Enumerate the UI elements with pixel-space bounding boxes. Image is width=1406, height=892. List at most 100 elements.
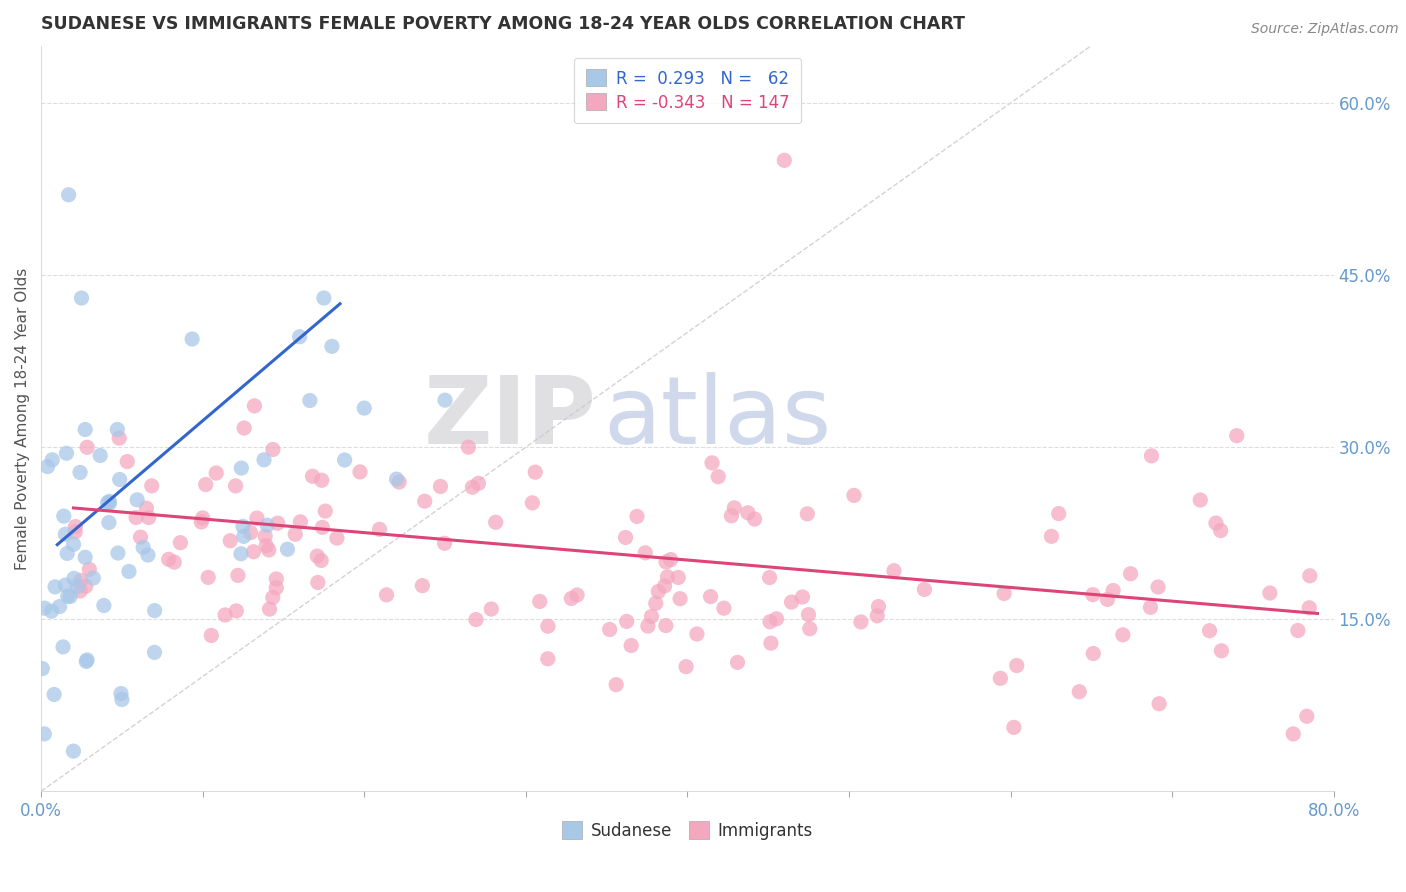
Point bbox=[993, 586, 1015, 600]
Point bbox=[65, 524, 87, 539]
Point bbox=[117, 454, 139, 468]
Point bbox=[457, 440, 479, 454]
Point bbox=[69, 584, 91, 599]
Point bbox=[713, 601, 735, 615]
Point bbox=[1295, 709, 1317, 723]
Point bbox=[264, 581, 287, 595]
Point bbox=[143, 604, 166, 618]
Point bbox=[311, 520, 333, 534]
Point bbox=[69, 466, 91, 480]
Point bbox=[720, 508, 742, 523]
Point bbox=[246, 511, 269, 525]
Point bbox=[1205, 516, 1227, 530]
Point bbox=[1002, 720, 1025, 734]
Point bbox=[1140, 449, 1163, 463]
Point bbox=[1102, 583, 1125, 598]
Point bbox=[232, 529, 254, 543]
Point bbox=[138, 510, 160, 524]
Point bbox=[657, 570, 679, 584]
Point bbox=[773, 153, 796, 168]
Point bbox=[626, 509, 648, 524]
Point bbox=[66, 579, 89, 593]
Point bbox=[284, 527, 307, 541]
Point bbox=[866, 608, 889, 623]
Point bbox=[143, 645, 166, 659]
Point bbox=[759, 636, 782, 650]
Point bbox=[465, 613, 488, 627]
Point bbox=[614, 531, 637, 545]
Point bbox=[55, 446, 77, 460]
Point bbox=[127, 492, 149, 507]
Point bbox=[58, 187, 80, 202]
Point bbox=[75, 550, 97, 565]
Point bbox=[108, 473, 131, 487]
Point bbox=[97, 496, 120, 510]
Point bbox=[1209, 524, 1232, 538]
Point bbox=[375, 588, 398, 602]
Point bbox=[479, 602, 502, 616]
Point bbox=[56, 589, 79, 603]
Point bbox=[686, 627, 709, 641]
Point bbox=[48, 599, 70, 614]
Point bbox=[298, 393, 321, 408]
Point bbox=[1081, 588, 1104, 602]
Point bbox=[1286, 624, 1309, 638]
Point bbox=[1282, 727, 1305, 741]
Point bbox=[253, 452, 276, 467]
Point bbox=[229, 547, 252, 561]
Point bbox=[118, 565, 141, 579]
Point bbox=[41, 604, 63, 618]
Point bbox=[53, 527, 76, 541]
Point bbox=[242, 545, 264, 559]
Legend: Sudanese, Immigrants: Sudanese, Immigrants bbox=[555, 814, 820, 847]
Point bbox=[349, 465, 371, 479]
Y-axis label: Female Poverty Among 18-24 Year Olds: Female Poverty Among 18-24 Year Olds bbox=[15, 268, 30, 570]
Point bbox=[37, 459, 59, 474]
Point bbox=[723, 500, 745, 515]
Point bbox=[93, 599, 115, 613]
Point bbox=[307, 549, 329, 563]
Point bbox=[214, 607, 236, 622]
Point bbox=[659, 552, 682, 566]
Point bbox=[1147, 580, 1170, 594]
Point bbox=[616, 615, 638, 629]
Point bbox=[42, 688, 65, 702]
Point bbox=[737, 506, 759, 520]
Point bbox=[311, 473, 333, 487]
Point bbox=[529, 594, 551, 608]
Point bbox=[1040, 529, 1063, 543]
Point bbox=[1198, 624, 1220, 638]
Point bbox=[429, 479, 451, 493]
Point bbox=[461, 480, 484, 494]
Point bbox=[75, 654, 97, 668]
Point bbox=[62, 744, 84, 758]
Point bbox=[485, 515, 508, 529]
Point bbox=[411, 579, 433, 593]
Point bbox=[644, 596, 666, 610]
Text: ZIP: ZIP bbox=[425, 373, 598, 465]
Point bbox=[34, 601, 56, 615]
Point bbox=[467, 476, 489, 491]
Point bbox=[433, 536, 456, 550]
Point bbox=[254, 529, 277, 543]
Point bbox=[675, 659, 697, 673]
Point bbox=[780, 595, 803, 609]
Point bbox=[744, 512, 766, 526]
Point bbox=[197, 570, 219, 584]
Point bbox=[239, 525, 262, 540]
Point bbox=[110, 687, 132, 701]
Point bbox=[41, 452, 63, 467]
Point bbox=[765, 612, 787, 626]
Point bbox=[136, 548, 159, 562]
Point bbox=[262, 591, 284, 605]
Point bbox=[79, 562, 101, 576]
Point bbox=[70, 291, 93, 305]
Point bbox=[44, 580, 66, 594]
Point bbox=[312, 291, 335, 305]
Point bbox=[108, 431, 131, 445]
Point bbox=[309, 553, 332, 567]
Point bbox=[1298, 600, 1320, 615]
Point bbox=[181, 332, 204, 346]
Point bbox=[699, 590, 721, 604]
Point bbox=[1047, 507, 1070, 521]
